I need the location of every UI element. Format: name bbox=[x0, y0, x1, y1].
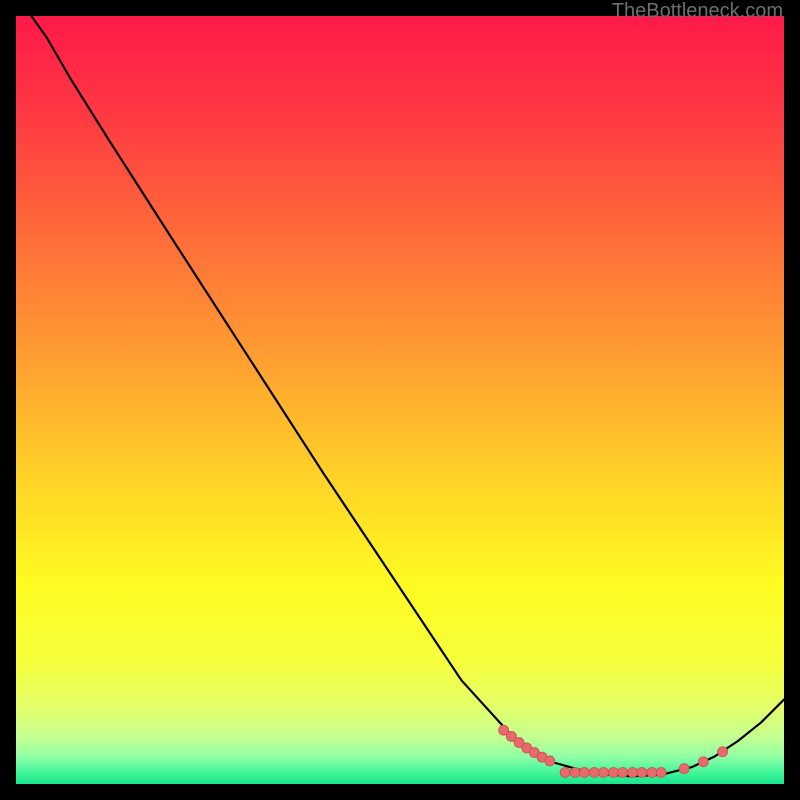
data-marker bbox=[618, 767, 628, 777]
data-marker bbox=[560, 767, 570, 777]
data-marker bbox=[647, 767, 657, 777]
data-marker bbox=[609, 767, 619, 777]
data-marker bbox=[698, 757, 708, 767]
data-marker bbox=[656, 767, 666, 777]
chart-svg bbox=[16, 16, 784, 784]
gradient-background bbox=[16, 16, 784, 784]
data-marker bbox=[628, 767, 638, 777]
chart-plot-area bbox=[16, 16, 784, 784]
watermark-text: TheBottleneck.com bbox=[612, 0, 783, 23]
data-marker bbox=[570, 767, 580, 777]
data-marker bbox=[637, 767, 647, 777]
data-marker bbox=[599, 767, 609, 777]
data-marker bbox=[545, 756, 555, 766]
data-marker bbox=[679, 764, 689, 774]
data-marker bbox=[718, 747, 728, 757]
data-marker bbox=[589, 767, 599, 777]
data-marker bbox=[579, 767, 589, 777]
